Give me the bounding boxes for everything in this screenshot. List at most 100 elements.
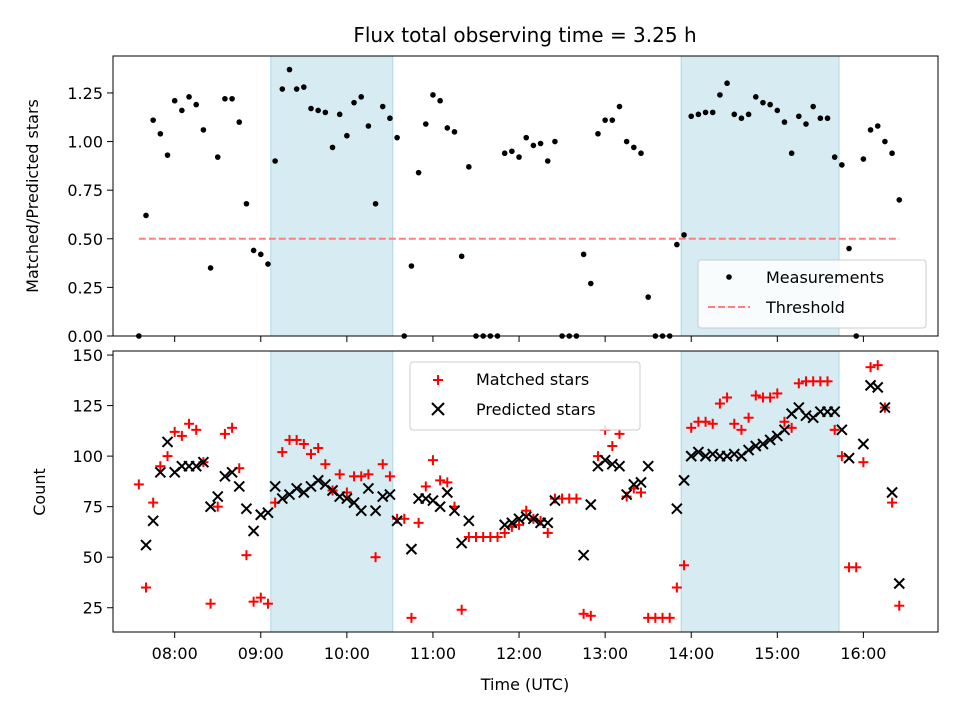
measurement-point (222, 95, 228, 102)
matched-star-point (578, 608, 589, 619)
measurement-point (315, 107, 321, 114)
predicted-star-point (527, 513, 540, 525)
measurement-point (688, 113, 695, 120)
matched-star-point (521, 505, 532, 516)
measurement-point (595, 130, 601, 137)
predicted-star-point (721, 450, 733, 462)
matched-star-point (277, 447, 288, 458)
matched-star-point (664, 612, 675, 623)
measurement-point (552, 138, 558, 145)
measurement-point (724, 80, 730, 87)
matched-star-point (306, 449, 316, 460)
measurement-point (207, 265, 214, 271)
matched-star-point (686, 422, 697, 433)
matched-star-point (836, 451, 847, 462)
measurement-point (458, 253, 465, 260)
ratio-plot-frame (112, 55, 939, 337)
predicted-star-point (362, 482, 375, 495)
measurement-point (179, 107, 185, 114)
predicted-star-point (455, 537, 468, 549)
predicted-star-point (513, 513, 525, 525)
ratio-panel: 0.00 0.25 0.50 0.75 1.00 1.25 Matched/Predict… (23, 55, 939, 346)
count-y-tick-label: 25 (83, 599, 103, 618)
predicted-star-point (707, 448, 719, 460)
predicted-star-point (233, 480, 245, 493)
matched-star-point (370, 552, 381, 563)
predicted-star-point (879, 401, 891, 414)
measurement-point (157, 130, 164, 137)
x-tick-label: 08:00 (152, 644, 198, 663)
predicted-star-point (671, 502, 683, 515)
matched-star-point (636, 487, 646, 498)
measurement-point (329, 144, 336, 151)
measurement-point (623, 138, 630, 145)
matched-star-point (420, 481, 431, 492)
measurement-point (717, 92, 723, 98)
predicted-star-point (549, 494, 561, 507)
x-tick-label: 09:00 (238, 644, 284, 663)
legend-predicted-label: Predicted stars (476, 400, 596, 419)
count-y-axis-label: Count (30, 468, 49, 516)
predicted-star-point (369, 504, 382, 517)
matched-star-point (872, 360, 883, 371)
measurement-point (824, 115, 831, 122)
matched-star-point (384, 471, 395, 482)
measurement-point (509, 148, 515, 155)
matched-star-point (212, 501, 223, 512)
measurement-point (760, 99, 766, 106)
matched-star-point (427, 455, 438, 466)
measurement-point (839, 162, 845, 168)
predicted-star-point (893, 577, 905, 590)
legend-threshold-label: Threshold (765, 298, 845, 317)
matched-star-point (133, 479, 144, 490)
measurement-point (896, 197, 903, 203)
measurement-point (523, 134, 530, 141)
predicted-star-point (391, 515, 403, 527)
matched-star-point (779, 416, 790, 427)
matched-star-point (298, 438, 309, 449)
count-y-tick-label: 150 (72, 346, 103, 365)
matched-star-point (162, 451, 173, 462)
measurement-point (738, 115, 745, 122)
predicted-star-point (635, 476, 647, 489)
matched-star-point (255, 592, 266, 603)
predicted-star-point (642, 460, 654, 472)
matched-star-point (765, 392, 776, 403)
predicted-star-point (434, 500, 446, 513)
predicted-star-point (197, 456, 210, 468)
measurement-point (286, 66, 293, 73)
matched-star-point (786, 422, 797, 433)
matched-star-point (320, 459, 331, 470)
ratio-y-tick-label: 1.00 (67, 133, 103, 152)
matched-star-point (679, 560, 690, 571)
predicted-star-point (190, 460, 202, 472)
measurement-point (336, 111, 343, 118)
measurement-point (415, 169, 422, 176)
matched-star-point (334, 469, 345, 480)
chart-title: Flux total observing time = 3.25 h (353, 23, 696, 47)
predicted-star-point (699, 450, 712, 462)
predicted-star-point (886, 486, 898, 499)
measurement-point (889, 150, 895, 157)
matched-star-point (894, 600, 905, 611)
measurement-point (580, 251, 587, 258)
ratio-y-tick-label: 0.75 (67, 181, 103, 200)
measurement-point (344, 132, 350, 139)
measurement-point (803, 121, 809, 127)
measurement-point (530, 142, 537, 149)
measurement-point (272, 158, 278, 164)
measurement-point (831, 154, 838, 160)
predicted-star-point (864, 379, 877, 392)
measurement-point (466, 164, 472, 170)
measurement-point (257, 251, 264, 258)
predicted-star-point (333, 490, 346, 503)
matched-star-point (413, 517, 424, 528)
predicted-star-point (606, 458, 619, 470)
count-y-tick-label: 50 (83, 548, 103, 567)
predicted-star-point (262, 507, 274, 519)
matched-star-point (492, 531, 503, 542)
matched-star-point (585, 610, 596, 621)
matched-star-point (858, 457, 869, 468)
measurement-point (645, 294, 651, 300)
